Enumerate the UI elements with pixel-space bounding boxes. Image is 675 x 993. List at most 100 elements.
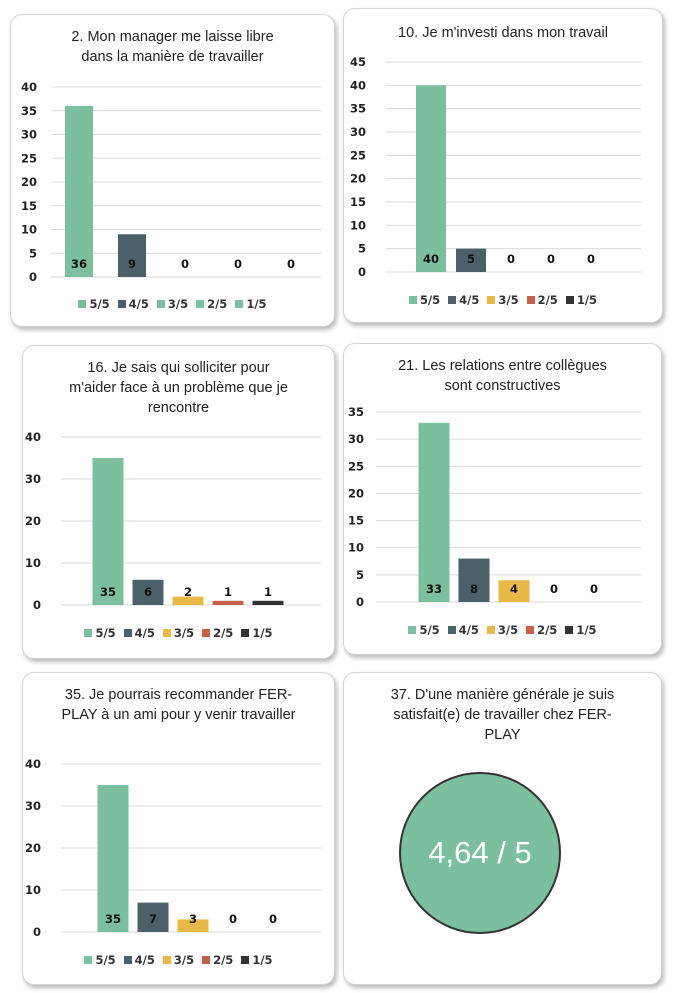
y-tick-label: 10	[25, 883, 41, 897]
score-value: 4,64 / 5	[428, 835, 532, 870]
legend-item: 5/5	[408, 623, 440, 637]
bar	[65, 106, 93, 277]
legend-label: 5/5	[419, 293, 441, 307]
y-tick-label: 40	[350, 78, 366, 92]
bar	[177, 919, 209, 932]
legend-label: 3/5	[173, 626, 195, 640]
legend-swatch	[156, 300, 165, 308]
legend-label: 4/5	[134, 953, 155, 967]
legend-item: 1/5	[565, 293, 598, 307]
y-tick-label: 20	[350, 172, 366, 186]
bar	[252, 600, 284, 605]
legend-label: 1/5	[576, 623, 597, 637]
legend-swatch	[84, 956, 93, 964]
legend-item: 1/5	[241, 626, 273, 640]
legend-swatch	[565, 626, 574, 634]
y-tick-label: 35	[350, 102, 366, 116]
data-label: 9	[128, 257, 136, 271]
legend-item: 3/5	[486, 623, 519, 637]
data-label: 33	[426, 582, 442, 596]
legend-swatch	[487, 296, 496, 304]
legend-label: 4/5	[459, 293, 480, 307]
legend-swatch	[123, 956, 132, 964]
legend-swatch	[78, 300, 87, 308]
title-line: dans la manière de travailler	[81, 49, 264, 65]
legend-label: 1/5	[246, 297, 267, 311]
y-tick-label: 30	[348, 432, 364, 446]
legend-item: 4/5	[123, 953, 155, 967]
y-tick-label: 10	[21, 223, 37, 237]
legend-item: 3/5	[487, 293, 519, 307]
legend-item: 1/5	[235, 297, 267, 311]
data-label: 0	[234, 257, 242, 271]
legend-label: 1/5	[576, 293, 598, 307]
chart-title: 10. Je m'investi dans mon travail	[354, 23, 652, 43]
y-tick-label: 0	[29, 270, 37, 284]
legend-swatch	[202, 956, 211, 964]
legend-label: 2/5	[537, 293, 558, 307]
y-tick-label: 35	[21, 104, 37, 118]
bar	[172, 596, 204, 605]
legend-swatch	[565, 296, 574, 304]
title-line: 21. Les relations entre collègues	[398, 358, 607, 374]
data-label: 0	[507, 252, 515, 266]
legend: 5/5 4/5 3/5 2/5 1/5	[344, 293, 662, 307]
title-line: satisfait(e) de travailler chez FER-	[393, 707, 612, 723]
legend-swatch	[526, 626, 535, 634]
y-tick-label: 5	[358, 242, 366, 256]
legend-swatch	[196, 300, 205, 308]
bar-chart: 0 10 20 30 40 35 6 2 1 1	[25, 430, 321, 612]
bar	[132, 579, 164, 605]
y-tick-label: 20	[21, 175, 37, 189]
data-label: 7	[149, 912, 157, 926]
y-tick-label: 40	[25, 430, 41, 444]
legend-swatch	[408, 296, 417, 304]
data-label: 0	[590, 582, 598, 596]
data-label: 2	[184, 585, 192, 599]
bar	[212, 600, 244, 605]
y-tick-label: 0	[356, 595, 364, 609]
chart-card: 10. Je m'investi dans mon travail 0 5 10 15 2…	[343, 8, 663, 323]
legend-item: 4/5	[123, 626, 155, 640]
legend-label: 3/5	[497, 623, 519, 637]
title-line: rencontre	[147, 400, 210, 416]
chart-title: 2. Mon manager me laisse libre dans la ma…	[21, 27, 324, 67]
bar	[97, 785, 129, 932]
y-tick-label: 5	[29, 246, 37, 260]
chart-title: 16. Je sais qui solliciter pour m'aider f…	[33, 358, 324, 418]
y-tick-label: 25	[348, 459, 364, 473]
data-label: 1	[224, 585, 232, 599]
legend-label: 5/5	[419, 623, 440, 637]
y-tick-label: 20	[348, 486, 364, 500]
bar	[458, 558, 490, 602]
y-tick-label: 15	[21, 199, 37, 213]
legend: 5/5 4/5 3/5 2/5 1/5	[23, 626, 334, 640]
legend-item: 2/5	[526, 623, 557, 637]
legend-item: 5/5	[84, 953, 116, 967]
y-tick-label: 35	[348, 405, 364, 419]
legend-swatch	[162, 629, 171, 637]
data-label: 35	[105, 912, 121, 926]
legend-item: 1/5	[241, 953, 273, 967]
legend-label: 2/5	[207, 297, 228, 311]
y-tick-label: 20	[25, 514, 41, 528]
legend-swatch	[241, 629, 250, 637]
legend-label: 5/5	[95, 626, 116, 640]
chart-card: 16. Je sais qui solliciter pour m'aider f…	[22, 345, 335, 659]
legend-item: 2/5	[202, 626, 233, 640]
title-line: 10. Je m'investi dans mon travail	[398, 25, 608, 41]
legend-item: 2/5	[526, 293, 558, 307]
y-tick-label: 0	[33, 598, 41, 612]
bar	[418, 422, 450, 602]
bar	[137, 902, 169, 932]
legend-swatch	[241, 956, 250, 964]
score-card-title: 37. D'une manière générale je suis satis…	[354, 685, 651, 745]
title-line: 16. Je sais qui solliciter pour	[87, 360, 270, 376]
bar	[92, 458, 124, 605]
y-tick-label: 10	[348, 541, 364, 555]
bar-chart: 0 5 10 15 20 25 30 35 40 45 40 5 0 0 0	[350, 55, 641, 279]
data-label: 0	[587, 252, 595, 266]
chart-title: 35. Je pourrais recommander FER-PLAY à u…	[61, 687, 296, 723]
chart-card: 21. Les relations entre collègues sont co…	[343, 343, 662, 655]
